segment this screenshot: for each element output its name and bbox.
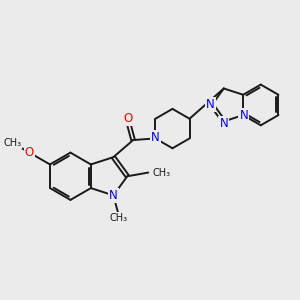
Text: N: N [206, 98, 214, 111]
Text: O: O [25, 146, 34, 159]
Text: N: N [151, 131, 160, 144]
Text: CH₃: CH₃ [3, 138, 22, 148]
Text: N: N [219, 116, 228, 130]
Text: N: N [239, 109, 248, 122]
Text: N: N [109, 189, 118, 202]
Text: CH₃: CH₃ [110, 213, 128, 223]
Text: CH₃: CH₃ [152, 168, 170, 178]
Text: O: O [123, 112, 132, 125]
